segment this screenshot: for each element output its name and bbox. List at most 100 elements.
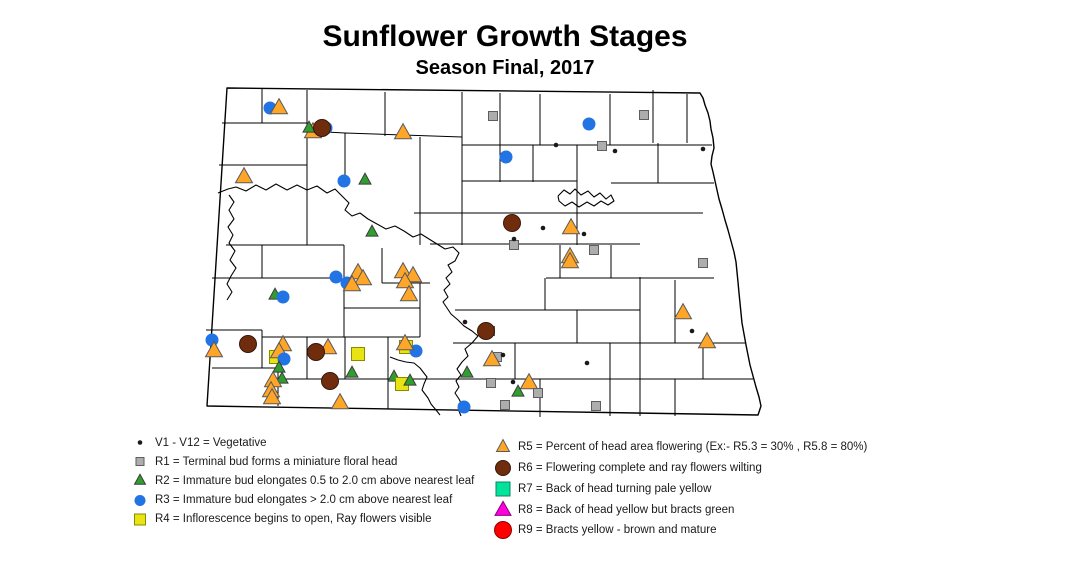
r4-legend-marker-icon (134, 513, 146, 526)
marker-R5 (519, 372, 539, 390)
marker-R5 (482, 349, 502, 367)
marker-R2 (358, 172, 372, 185)
marker-R5 (395, 271, 415, 289)
marker-R1 (591, 401, 601, 411)
r6-legend-marker-icon (495, 460, 511, 477)
marker-R5 (262, 387, 282, 405)
marker-R5 (697, 331, 717, 349)
r1-legend-marker-icon (135, 457, 145, 467)
missouri-river (217, 183, 479, 417)
legend-item-R8: R8 = Back of head yellow but bracts gree… (489, 499, 867, 520)
little-missouri-river (226, 194, 237, 301)
marker-R6 (321, 372, 339, 390)
marker-R3 (457, 400, 471, 414)
marker-R6 (313, 119, 331, 137)
legend-label-R2: R2 = Immature bud elongates 0.5 to 2.0 c… (155, 474, 475, 487)
legend-item-R3: R3 = Immature bud elongates > 2.0 cm abo… (126, 491, 474, 510)
marker-R3 (499, 150, 513, 164)
marker-R2 (272, 360, 286, 373)
marker-R6 (239, 335, 257, 353)
marker-R5 (561, 217, 581, 235)
marker-R1 (486, 378, 496, 388)
devils-lake (557, 188, 615, 208)
marker-R6 (503, 214, 521, 232)
marker-R2 (403, 373, 417, 386)
marker-V (462, 319, 468, 325)
marker-V (540, 225, 546, 231)
marker-R5 (342, 274, 362, 292)
r5-legend-marker-icon (495, 438, 511, 453)
legend-label-R6: R6 = Flowering complete and ray flowers … (518, 462, 762, 475)
legend-label-R4: R4 = Inflorescence begins to open, Ray f… (155, 513, 432, 526)
marker-R5 (399, 284, 419, 302)
marker-R2 (460, 365, 474, 378)
legend-label-R1: R1 = Terminal bud forms a miniature flor… (155, 455, 398, 468)
marker-R1 (589, 245, 599, 255)
marker-R5 (234, 166, 254, 184)
marker-R3 (276, 290, 290, 304)
marker-R5 (353, 268, 373, 286)
legend-label-R8: R8 = Back of head yellow but bracts gree… (518, 503, 735, 516)
marker-R5 (403, 265, 423, 283)
marker-V (510, 379, 516, 385)
legend-item-R6: R6 = Flowering complete and ray flowers … (489, 458, 867, 479)
marker-R2 (275, 371, 289, 384)
marker-R6 (477, 322, 495, 340)
marker-R1 (533, 388, 543, 398)
figure-title: Sunflower Growth Stages (322, 20, 688, 53)
marker-V (584, 360, 590, 366)
marker-R3 (329, 270, 343, 284)
marker-R5 (204, 340, 224, 358)
legend-item-R1: R1 = Terminal bud forms a miniature flor… (126, 452, 474, 471)
cannonball-river (389, 356, 441, 416)
r2-legend-marker-icon (133, 473, 147, 486)
r3-legend-marker-icon (134, 494, 146, 506)
legend-item-V: V1 - V12 = Vegetative (126, 433, 474, 452)
marker-R5 (395, 333, 415, 351)
marker-R5 (560, 251, 580, 269)
marker-R1 (597, 141, 607, 151)
legend-label-R3: R3 = Immature bud elongates > 2.0 cm abo… (155, 494, 453, 507)
marker-R2 (345, 365, 359, 378)
marker-R5 (393, 122, 413, 140)
legend-item-R7: R7 = Back of head turning pale yellow (489, 479, 867, 500)
legend-item-R4: R4 = Inflorescence begins to open, Ray f… (126, 510, 474, 529)
legend-label-V: V1 - V12 = Vegetative (155, 436, 267, 449)
marker-R1 (639, 110, 649, 120)
marker-V (553, 142, 559, 148)
marker-R2 (302, 120, 316, 133)
v-legend-marker-icon (137, 440, 143, 445)
r7-legend-marker-icon (495, 481, 511, 497)
marker-R5 (673, 302, 693, 320)
marker-R5 (269, 97, 289, 115)
marker-V (511, 236, 517, 242)
legend-item-R5: R5 = Percent of head area flowering (Ex:… (489, 437, 867, 458)
marker-V (612, 148, 618, 154)
legend-label-R9: R9 = Bracts yellow - brown and mature (518, 524, 717, 537)
marker-R4 (351, 347, 365, 361)
marker-R1 (488, 111, 498, 121)
growth-stage-markers (204, 97, 717, 414)
legend-label-R7: R7 = Back of head turning pale yellow (518, 482, 712, 495)
marker-R5 (330, 392, 350, 410)
marker-V (689, 328, 695, 334)
r8-legend-marker-icon (494, 499, 512, 516)
marker-R6 (307, 343, 325, 361)
marker-R3 (277, 352, 291, 366)
figure-subtitle: Season Final, 2017 (415, 57, 595, 79)
marker-V (700, 146, 706, 152)
legend-item-R2: R2 = Immature bud elongates 0.5 to 2.0 c… (126, 471, 474, 490)
marker-V (581, 231, 587, 237)
legend-column-left: V1 - V12 = Vegetative R1 = Terminal bud f… (126, 433, 474, 529)
marker-R1 (509, 240, 519, 250)
marker-R3 (582, 117, 596, 131)
county-lines (206, 89, 753, 417)
legend-item-R9: R9 = Bracts yellow - brown and mature (489, 520, 867, 541)
marker-R2 (511, 384, 525, 397)
r9-legend-marker-icon (494, 521, 512, 540)
legend-label-R5: R5 = Percent of head area flowering (Ex:… (518, 441, 868, 454)
marker-R3 (337, 174, 351, 188)
rivers-and-lakes (217, 183, 615, 417)
